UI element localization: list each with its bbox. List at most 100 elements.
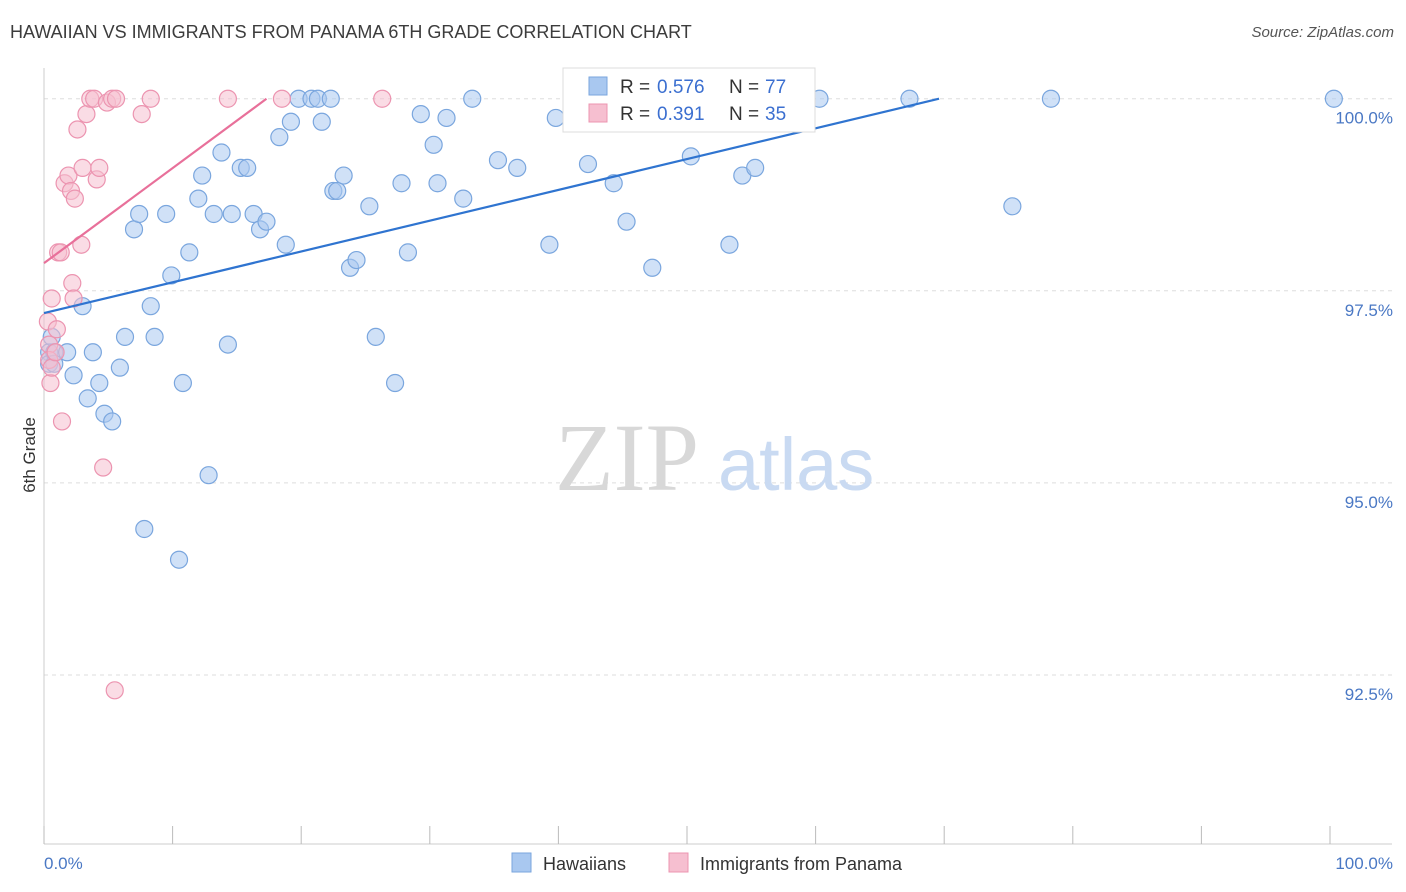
point-hawaiians-54 [398,243,418,262]
point-hawaiians-8 [78,389,97,408]
point-hawaiians-60 [463,89,482,108]
point-hawaiians-44 [321,89,340,108]
legend-n-label-1: N = [729,77,759,98]
stats-legend: R = 0.576 N = 77 R = 0.391 N = 35 [562,67,816,133]
point-panama-20 [77,104,96,124]
point-panama-34 [105,681,124,700]
point-hawaiians-12 [103,412,122,431]
axes [43,68,1392,845]
point-hawaiians-62 [508,158,527,177]
watermark-atlas: atlas [718,423,874,506]
point-panama-16 [65,189,84,208]
legend-n-value-1: 77 [765,77,786,98]
point-panama-10 [52,412,72,431]
point-hawaiians-55 [411,104,430,124]
point-hawaiians-16 [130,204,149,224]
point-panama-32 [272,89,292,108]
point-hawaiians-14 [115,327,135,347]
point-hawaiians-28 [204,204,223,224]
legend-n-value-2: 35 [765,104,786,125]
point-panama-33 [373,89,392,108]
point-hawaiians-17 [135,519,154,539]
gridlines [44,98,1392,676]
point-hawaiians-26 [193,166,212,185]
point-hawaiians-13 [110,358,129,377]
series-legend: Hawaiians Immigrants from Panama [511,852,903,874]
point-panama-5 [42,289,61,308]
point-panama-25 [94,458,113,477]
trend-line-hawaiians [43,97,940,315]
legend-r-value-1: 0.576 [657,77,705,98]
point-hawaiians-57 [428,174,447,193]
point-hawaiians-6 [64,366,83,385]
point-hawaiians-59 [454,189,473,208]
tick-labels: 100.0% 97.5% 95.0% 92.5% 0.0% 100.0% [44,109,1393,873]
legend-r-label-2: R = [620,104,650,125]
point-hawaiians-21 [162,266,181,285]
legend-swatch-panama [588,103,608,123]
point-panama-7 [47,320,66,339]
point-hawaiians-76 [1003,197,1022,216]
y-axis-label: 6th Grade [20,417,39,493]
point-panama-31 [218,89,237,108]
point-hawaiians-47 [334,166,353,185]
point-panama-24 [90,158,109,177]
legend-n-label-2: N = [729,104,759,125]
point-hawaiians-33 [238,158,257,177]
point-panama-29 [132,104,151,124]
point-hawaiians-71 [720,235,739,254]
point-hawaiians-19 [145,327,164,347]
point-hawaiians-24 [180,243,199,262]
point-hawaiians-9 [83,343,102,362]
point-panama-19 [73,158,92,177]
bottom-legend-hawaiians: Hawaiians [543,854,626,874]
point-hawaiians-64 [546,108,565,128]
point-hawaiians-65 [578,154,598,174]
point-hawaiians-20 [157,204,176,224]
bottom-legend-swatch-hawaiians [511,852,532,873]
y-tick-label-3: 92.5% [1345,685,1393,704]
point-hawaiians-53 [392,174,411,193]
point-hawaiians-27 [199,466,218,485]
trend-lines [43,97,940,315]
point-panama-17 [68,120,87,139]
point-hawaiians-61 [488,151,508,170]
point-hawaiians-25 [189,189,208,208]
point-panama-3 [41,373,60,393]
point-hawaiians-66 [604,174,623,193]
point-hawaiians-10 [90,373,109,393]
point-hawaiians-75 [900,89,919,108]
point-hawaiians-56 [424,135,443,154]
point-hawaiians-67 [617,212,636,231]
point-hawaiians-30 [218,335,237,354]
legend-swatch-hawaiians [588,76,608,96]
point-hawaiians-51 [366,327,385,347]
point-hawaiians-49 [347,250,366,270]
y-tick-label-2: 95.0% [1345,493,1393,512]
legend-r-value-2: 0.391 [657,104,705,125]
point-hawaiians-22 [169,550,189,569]
bottom-legend-swatch-panama [668,852,689,873]
data-points [38,89,1343,700]
point-hawaiians-68 [643,258,662,277]
legend-r-label-1: R = [620,77,650,98]
point-hawaiians-18 [141,297,160,316]
point-hawaiians-78 [1324,89,1343,108]
point-panama-28 [106,89,126,108]
chart-title: HAWAIIAN VS IMMIGRANTS FROM PANAMA 6TH G… [10,22,692,42]
point-hawaiians-46 [328,181,347,201]
point-hawaiians-15 [124,220,144,239]
point-hawaiians-63 [540,235,559,254]
point-hawaiians-23 [173,373,192,393]
bottom-legend-panama: Immigrants from Panama [700,854,903,874]
point-hawaiians-39 [281,112,301,131]
point-panama-14 [63,274,82,293]
x-tick-label-min: 0.0% [44,854,83,873]
point-hawaiians-77 [1041,89,1061,108]
watermark-zip: ZIP [555,404,699,511]
point-hawaiians-38 [276,235,295,254]
point-hawaiians-73 [746,158,765,177]
y-tick-label-1: 97.5% [1345,301,1393,320]
point-hawaiians-29 [212,143,231,162]
